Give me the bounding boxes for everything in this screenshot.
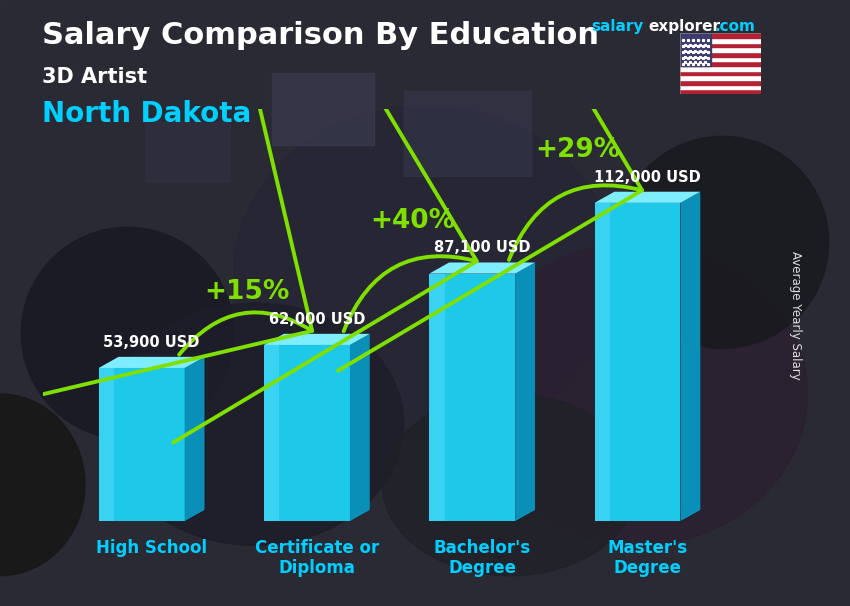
Ellipse shape xyxy=(0,394,85,576)
Text: Master's
Degree: Master's Degree xyxy=(608,539,688,578)
Text: Bachelor's
Degree: Bachelor's Degree xyxy=(434,539,530,578)
Ellipse shape xyxy=(616,136,829,348)
Ellipse shape xyxy=(106,303,404,545)
Polygon shape xyxy=(429,274,445,521)
Polygon shape xyxy=(594,203,681,521)
Bar xyxy=(680,56,761,61)
Text: +29%: +29% xyxy=(535,138,620,164)
Text: .com: .com xyxy=(715,19,756,35)
Ellipse shape xyxy=(382,394,638,576)
Bar xyxy=(680,80,761,85)
Bar xyxy=(680,33,761,38)
FancyArrowPatch shape xyxy=(173,0,477,442)
Text: explorer: explorer xyxy=(649,19,721,35)
Bar xyxy=(680,47,761,52)
Bar xyxy=(680,89,761,94)
Text: 87,100 USD: 87,100 USD xyxy=(434,241,530,256)
Polygon shape xyxy=(350,334,370,521)
Bar xyxy=(680,71,761,75)
Text: 62,000 USD: 62,000 USD xyxy=(269,312,365,327)
Bar xyxy=(680,85,761,89)
Polygon shape xyxy=(594,203,610,521)
Polygon shape xyxy=(429,262,535,274)
Text: 112,000 USD: 112,000 USD xyxy=(594,170,700,185)
Ellipse shape xyxy=(468,242,808,545)
Polygon shape xyxy=(264,345,280,521)
Polygon shape xyxy=(264,345,350,521)
Polygon shape xyxy=(265,510,371,521)
Polygon shape xyxy=(99,368,184,521)
Text: 53,900 USD: 53,900 USD xyxy=(104,335,200,350)
Polygon shape xyxy=(594,191,700,203)
Polygon shape xyxy=(596,510,702,521)
Bar xyxy=(680,42,761,47)
Text: +40%: +40% xyxy=(370,208,455,234)
Bar xyxy=(680,66,761,71)
Bar xyxy=(680,52,761,56)
Text: Salary Comparison By Education: Salary Comparison By Education xyxy=(42,21,599,50)
Bar xyxy=(272,73,374,145)
Polygon shape xyxy=(681,191,700,521)
FancyArrowPatch shape xyxy=(0,0,312,412)
Polygon shape xyxy=(184,357,205,521)
Text: Certificate or
Diploma: Certificate or Diploma xyxy=(255,539,379,578)
Polygon shape xyxy=(100,510,206,521)
Polygon shape xyxy=(431,510,536,521)
Polygon shape xyxy=(515,262,535,521)
Ellipse shape xyxy=(234,106,616,439)
Text: North Dakota: North Dakota xyxy=(42,100,252,128)
Polygon shape xyxy=(429,274,515,521)
Text: 3D Artist: 3D Artist xyxy=(42,67,148,87)
Bar xyxy=(680,75,761,80)
Text: +15%: +15% xyxy=(205,279,290,305)
Text: Average Yearly Salary: Average Yearly Salary xyxy=(789,251,802,379)
Polygon shape xyxy=(99,357,205,368)
Polygon shape xyxy=(264,334,370,345)
FancyArrowPatch shape xyxy=(338,0,642,371)
Text: High School: High School xyxy=(96,539,207,557)
Bar xyxy=(680,33,711,66)
Bar xyxy=(680,38,761,42)
Ellipse shape xyxy=(21,227,234,439)
Bar xyxy=(144,121,230,182)
Polygon shape xyxy=(99,368,114,521)
Text: salary: salary xyxy=(591,19,643,35)
Bar xyxy=(404,91,531,176)
Bar xyxy=(680,61,761,66)
